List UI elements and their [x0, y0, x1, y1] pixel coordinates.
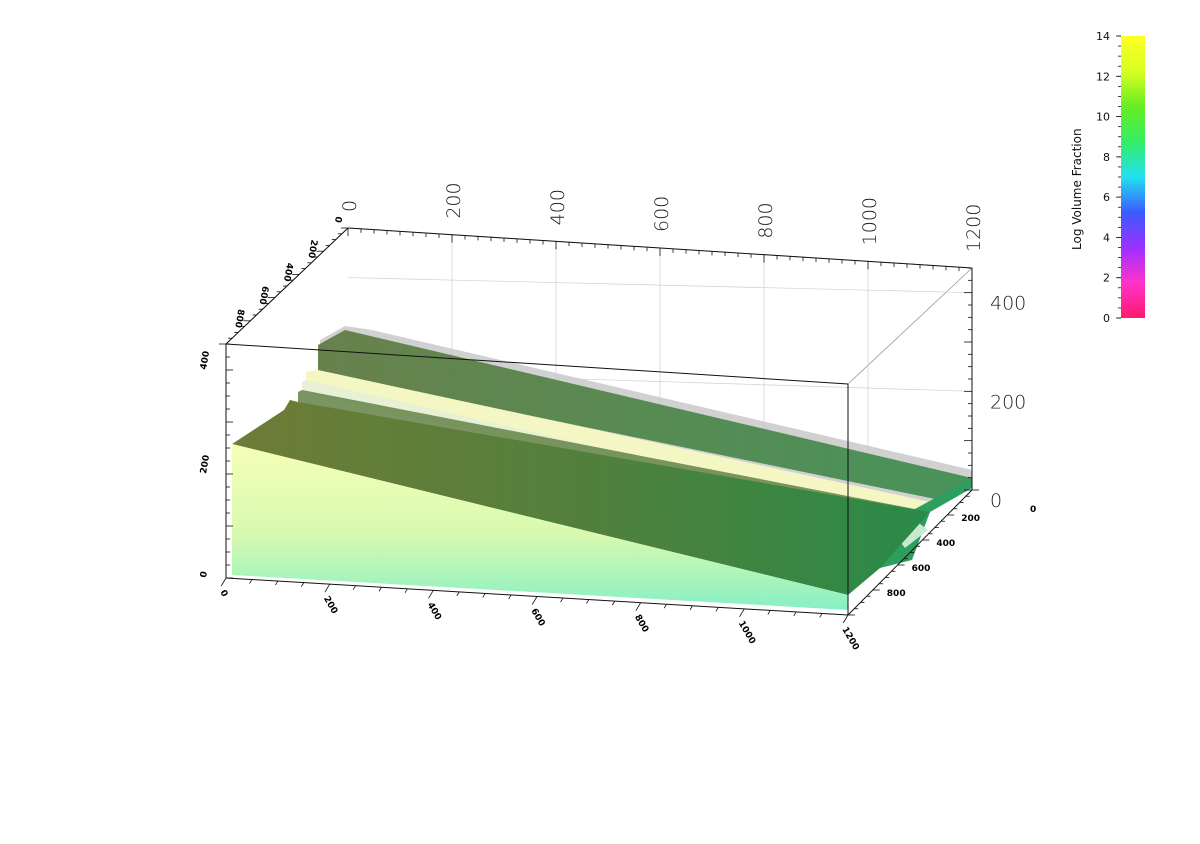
surface [232, 326, 972, 610]
front-x-tick-label: 600 [528, 607, 546, 628]
front-x-tick [428, 590, 434, 599]
front-x-tick-label: 0 [217, 589, 229, 599]
main-top [232, 400, 930, 595]
front-x-tick [220, 577, 227, 587]
front-x-tick [663, 604, 667, 609]
colorbar-tick-label: 4 [1103, 231, 1110, 244]
front-x-tick [301, 582, 305, 587]
front-x-tick [842, 614, 849, 624]
front-x-tick [275, 580, 279, 586]
top-x-tick-label: 200 [443, 182, 465, 218]
colorbar-tick-label: 0 [1103, 312, 1110, 325]
right-y-tick-label: 600 [912, 564, 931, 574]
colorbar-tick-label: 6 [1103, 191, 1110, 204]
colorbar-label: Log Volume Fraction [1070, 128, 1084, 250]
right-z-tick-label: 400 [990, 293, 1026, 315]
top-y-tick-label: 400 [281, 262, 294, 282]
front-z-tick-label: 200 [199, 454, 212, 474]
top-x-tick-label: 400 [547, 189, 569, 225]
front-x-tick [767, 610, 771, 615]
front-x-tick [456, 591, 460, 597]
front-x-tick-label: 1200 [839, 626, 860, 653]
colorbar-tick-label: 2 [1103, 272, 1110, 285]
front-x-tick [404, 588, 408, 593]
front-x-tick [508, 594, 512, 600]
front-x-tick-label: 1000 [736, 619, 757, 646]
front-z-tick-label: 400 [199, 350, 212, 370]
colorbar: 0 2 4 6 8 10 12 14 Log Volume Fraction [1070, 30, 1145, 325]
front-x-tick [378, 587, 382, 592]
colorbar-tick-label: 10 [1096, 111, 1110, 124]
front-x-tick [531, 596, 538, 605]
front-x-tick [586, 599, 590, 604]
front-x-tick [482, 593, 486, 598]
colorbar-ticks [1116, 35, 1121, 319]
front-x-tick [793, 611, 797, 617]
top-x-tick-label: 1200 [963, 204, 985, 252]
colorbar-tick-labels: 0 2 4 6 8 10 12 14 [1096, 30, 1110, 325]
front-x-tick-label: 400 [425, 601, 443, 622]
colorbar-tick-label: 14 [1096, 30, 1110, 43]
grid-line [347, 277, 973, 294]
main-side [232, 444, 848, 610]
right-cap [880, 478, 972, 568]
front-x-tick [635, 602, 642, 611]
front-x-tick [715, 607, 719, 612]
colorbar-gradient [1121, 36, 1145, 318]
top-y-tick-label: 800 [232, 308, 245, 328]
right-y-tick-label: 800 [887, 589, 906, 599]
front-x-tick [560, 597, 564, 603]
top-x-tick-label: 0 [339, 200, 361, 212]
top-x-tick-label: 1000 [859, 197, 881, 245]
colorbar-tick-label: 8 [1103, 151, 1110, 164]
right-z-tick-label: 0 [990, 490, 1002, 512]
front-x-tick-label: 200 [321, 595, 339, 616]
front-x-tick [739, 608, 745, 618]
right-z-tick-label: 200 [990, 391, 1026, 413]
front-x-tick [819, 613, 823, 618]
front-x-tick-label: 800 [632, 613, 650, 634]
colorbar-tick-label: 12 [1096, 70, 1110, 83]
right-y-tick-label: 400 [936, 539, 955, 549]
light-band [306, 370, 940, 518]
top-y-tick-label: 600 [257, 285, 270, 305]
top-x-tick-label: 600 [651, 196, 673, 232]
front-z-tick-label: 0 [199, 571, 210, 579]
top-y-tick-label: 200 [305, 239, 318, 259]
front-x-tick [249, 579, 253, 584]
front-x-tick [324, 583, 331, 593]
grid-lines [347, 234, 973, 472]
axis-tick-labels: 0 200 400 600 800 1000 1200 0 200 400 0 200 400 600 80… [199, 182, 1036, 652]
front-x-tick [612, 600, 616, 606]
top-y-tick-label: 0 [332, 215, 343, 223]
upper-slab [318, 330, 972, 500]
top-x-tick-label: 800 [755, 202, 777, 238]
right-y-tick-label: 200 [961, 514, 980, 524]
right-y-zero-label: 0 [1030, 505, 1036, 515]
axis-ticks [219, 227, 979, 624]
front-x-tick [352, 585, 356, 590]
front-x-tick [689, 605, 693, 610]
